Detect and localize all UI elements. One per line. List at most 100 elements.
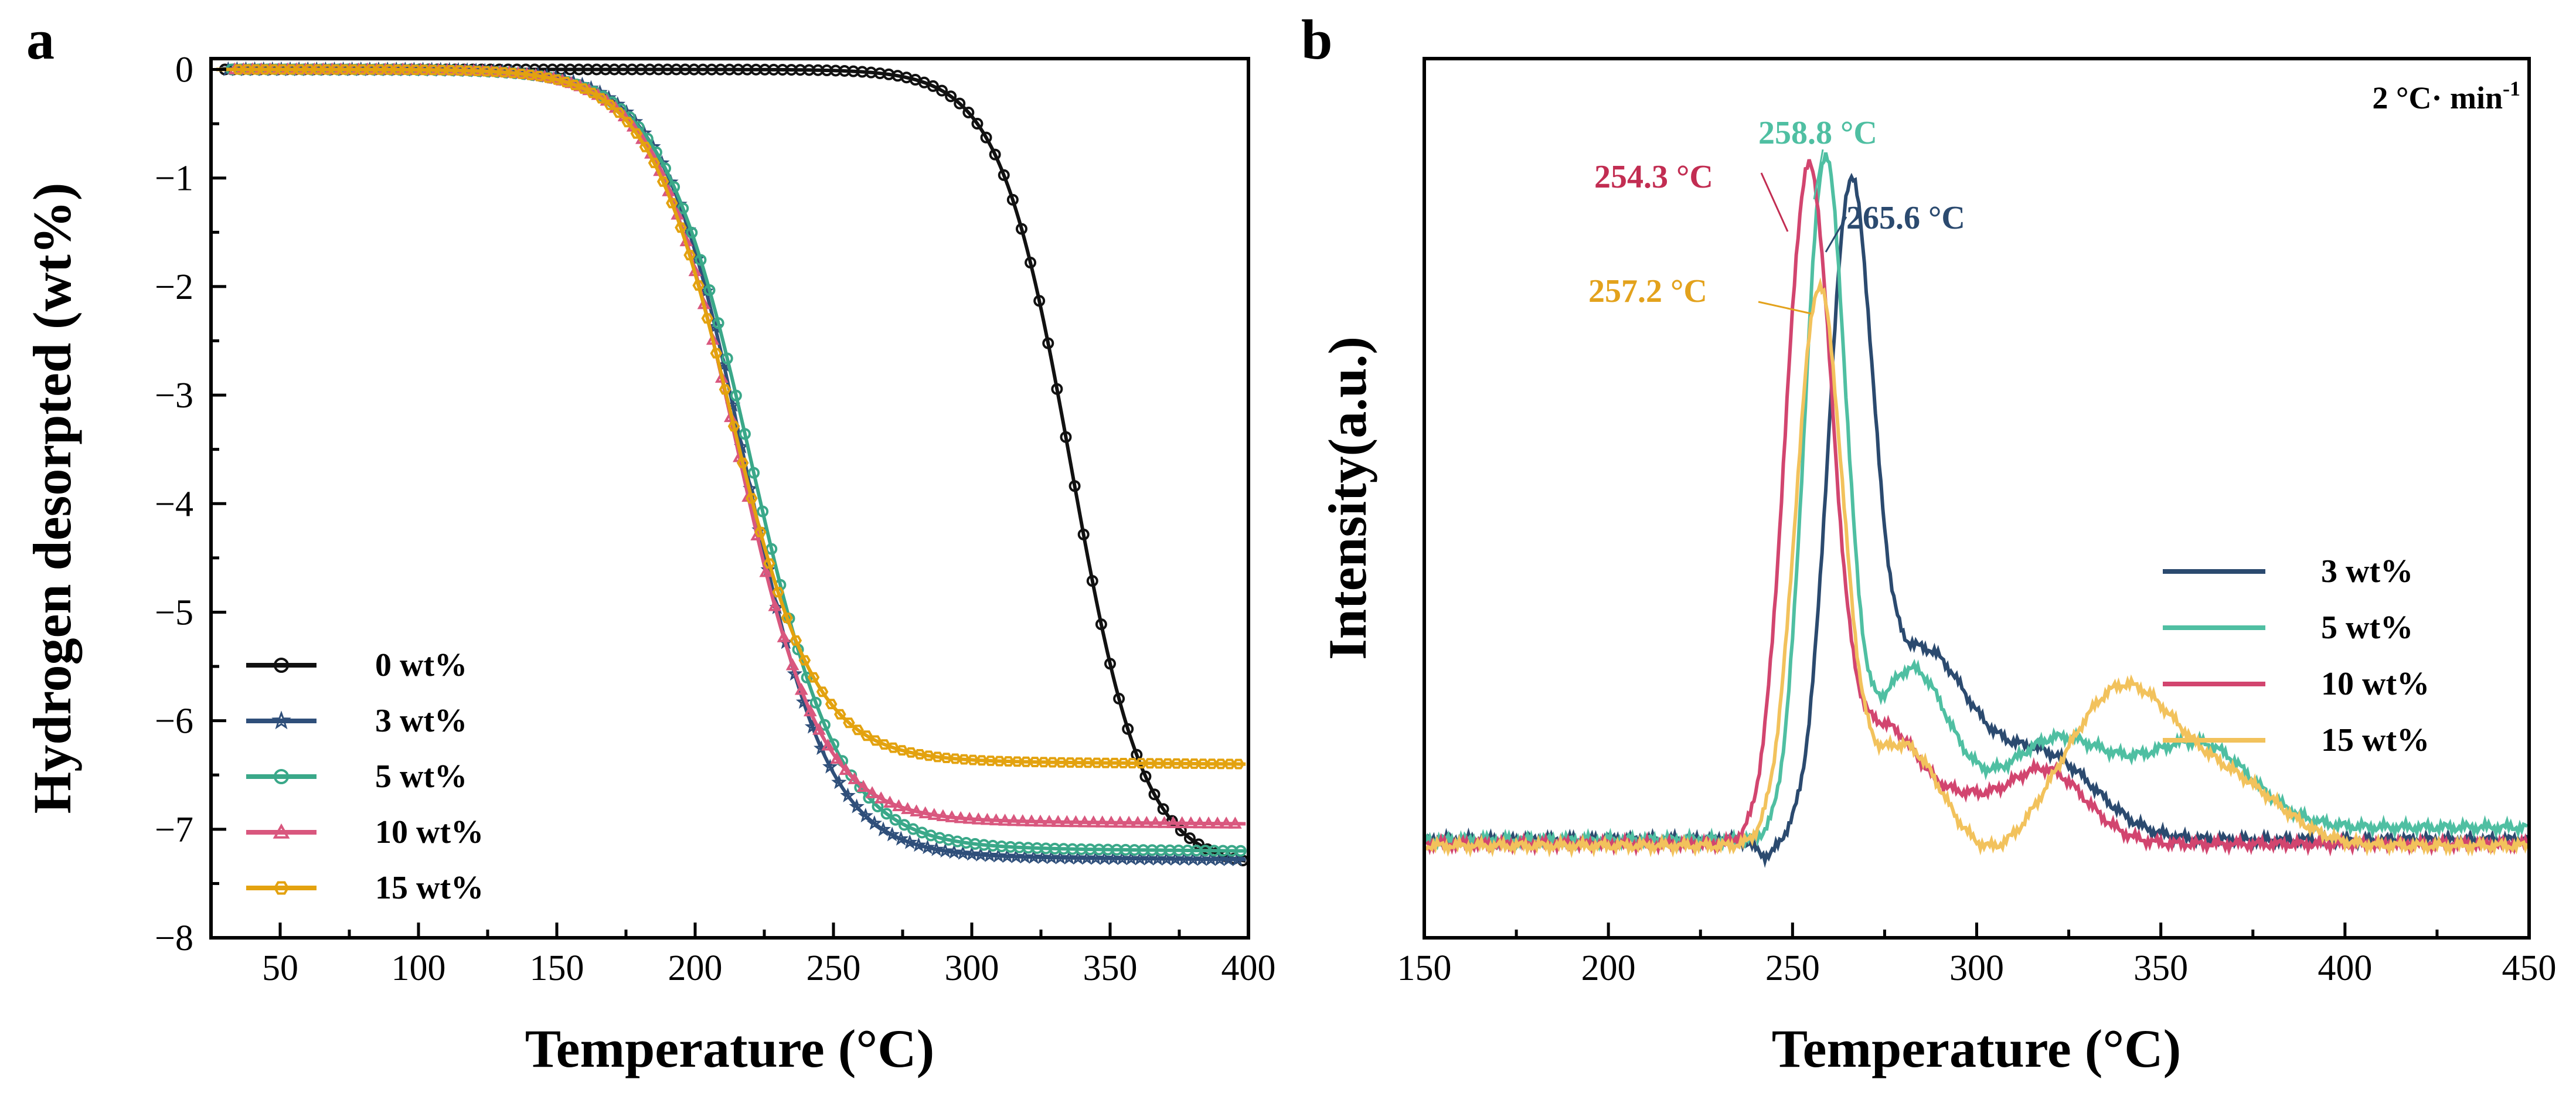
panel-a-series-15-wt-marker <box>940 753 952 763</box>
panel-a-series-15-wt-marker <box>462 65 475 76</box>
panel-a-y-tick-label: −2 <box>155 267 193 307</box>
panel-a-series-10-wt-marker <box>891 799 906 811</box>
panel-a-series-10-wt-marker <box>1131 815 1145 828</box>
panel-a-series-10-wt-marker <box>1033 814 1047 827</box>
legend-b-3-wt-label: 3 wt% <box>2321 553 2413 590</box>
legend-a-3-wt-marker <box>271 710 291 730</box>
panel-a-y-tick-label: −1 <box>155 159 193 199</box>
panel-a-series-5-wt-line <box>216 67 1246 853</box>
panel-a-series-15-wt-marker <box>692 280 705 291</box>
panel-a-series-0-wt-marker <box>1139 770 1152 782</box>
panel-a-series-5-wt-marker <box>801 672 813 684</box>
panel-b-peak-3-wt-label: 265.6 °C <box>1846 200 1965 236</box>
panel-b-peak-15-wt-label: 257.2 °C <box>1588 273 1707 309</box>
panel-a-series-0-wt-marker <box>1051 383 1063 395</box>
panel-a-series-15-wt-marker <box>833 709 846 720</box>
panel-a-series-10-wt-marker <box>962 812 976 824</box>
panel-b-x-axis: 150 200 250 300 350 400 450 <box>1397 923 2557 988</box>
panel-a-series-15-wt-marker <box>1117 758 1130 768</box>
panel-a-series-0-wt-marker <box>1113 693 1125 705</box>
panel-b-letter: b <box>1301 8 1332 71</box>
panel-a-series-10-wt-marker <box>1219 816 1233 829</box>
legend-a-3-wt-label: 3 wt% <box>375 703 467 739</box>
legend-a-10-wt-label: 10 wt% <box>375 814 484 850</box>
panel-a-series-15-wt-marker <box>1029 757 1041 767</box>
panel-a-series-15-wt-marker <box>1108 757 1121 768</box>
panel-a-series-10-wt-marker <box>1078 815 1091 828</box>
panel-a-series-15-wt-marker <box>1197 758 1209 769</box>
panel-a-series-0-wt-marker <box>936 84 948 97</box>
panel-a-series-15-wt-marker <box>798 655 811 666</box>
panel-a-series-15-wt-marker <box>267 64 280 75</box>
panel-b-frame <box>1423 57 2531 940</box>
panel-a-series-15-wt-marker <box>1214 758 1227 770</box>
panel-a-series-10-wt-marker <box>1210 816 1224 829</box>
panel-a-series-0-wt-marker <box>1042 337 1054 349</box>
panel-a-series-10-wt-marker <box>768 599 782 611</box>
panel-a-series-10-wt-marker <box>874 791 888 804</box>
panel-a-series-15-wt-marker <box>975 755 988 766</box>
panel-a-y-tick-label: −7 <box>155 810 193 850</box>
panel-a-series-10-wt-marker <box>1122 815 1136 828</box>
panel-a-series-10-wt-marker <box>927 808 941 820</box>
panel-a-series-10-wt-marker <box>998 814 1012 826</box>
panel-a-series-10-wt-marker <box>830 751 844 764</box>
panel-a-series-5-wt-marker <box>1234 845 1247 857</box>
panel-a-series-15-wt-marker <box>931 751 944 763</box>
panel-a-series-10-wt-marker <box>1104 815 1118 828</box>
panel-b-x-tick-label: 200 <box>1581 948 1636 988</box>
panel-a-series-15-wt-marker <box>488 66 501 77</box>
panel-b-series-5-wt <box>1424 152 2529 853</box>
panel-a-series-10-wt-marker <box>848 772 862 784</box>
panel-a-series-10-wt-marker <box>1139 816 1153 828</box>
panel-a-series-0-wt-marker <box>1077 528 1090 540</box>
panel-a-series-3-wt-marker <box>901 834 918 849</box>
legend-a-15-wt-label: 15 wt% <box>375 870 484 906</box>
panel-a-series-0-wt-marker <box>1122 723 1134 735</box>
panel-a-series-15-wt-marker <box>904 747 917 758</box>
panel-a-series-15-wt-marker <box>1090 757 1103 768</box>
panel-b-peak-10-wt-pointer <box>1760 172 1789 232</box>
panel-a-x-tick-label: 250 <box>807 948 861 988</box>
panel-a-series-5-wt-marker <box>889 814 901 826</box>
panel-a-series-3-wt-marker <box>795 694 812 709</box>
panel-a-series-10-wt-marker <box>1051 815 1065 827</box>
panel-a-letter: a <box>26 8 55 71</box>
panel-a-series-3-wt-marker <box>857 807 873 823</box>
panel-a-series-15-wt-marker <box>285 64 298 75</box>
panel-a-series-15-wt-marker <box>498 67 510 78</box>
panel-a-series-3-wt-marker <box>920 839 935 855</box>
panel-a-series-15-wt-marker <box>639 141 652 152</box>
panel-a-series-15-wt-marker <box>754 526 767 537</box>
panel-a-series-15-wt-marker <box>896 745 908 756</box>
panel-a-series-15-wt-marker <box>1170 758 1183 769</box>
panel-a-y-axis: 0 −1 −2 −3 −4 −5 −6 −7 −8 <box>155 50 226 958</box>
panel-a-series-15-wt-marker <box>958 754 971 765</box>
panel-a-series-15-wt-marker <box>683 250 696 261</box>
legend-a-10-wt-marker <box>273 823 290 839</box>
panel-a-series-15-wt-marker <box>1179 758 1192 769</box>
panel-a-series-10-wt-marker <box>1193 816 1207 829</box>
panel-a-series-3-wt-marker <box>911 837 927 852</box>
panel-a-y-tick-label: −6 <box>155 702 193 741</box>
panel-b-x-tick-label: 400 <box>2318 948 2372 988</box>
panel-a-series-10-wt-marker <box>1042 815 1056 827</box>
legend-b-5-wt-label: 5 wt% <box>2321 610 2413 646</box>
legend-a-5-wt-marker <box>274 769 289 784</box>
panel-a-series-5-wt-marker <box>695 254 707 266</box>
panel-a-series-10-wt-marker <box>812 723 826 735</box>
panel-a-series-15-wt-marker <box>524 69 537 80</box>
panel-a-x-tick-label: 100 <box>392 948 446 988</box>
panel-a-series-3-wt-marker <box>937 842 953 858</box>
panel-a-series-0-wt-marker <box>945 90 957 103</box>
panel-a-series-3-wt-marker <box>884 826 900 842</box>
panel-a-series-15-wt-marker <box>869 735 882 746</box>
panel-a-series-15-wt-marker <box>781 612 794 624</box>
panel-a-series-10-wt-marker <box>856 780 870 792</box>
panel-a-series-5-wt-marker <box>686 226 698 239</box>
panel-a-series-10-wt-marker <box>954 811 968 823</box>
panel-a-series-15-wt-marker <box>329 64 342 75</box>
panel-a-series-15-wt-marker <box>1055 757 1068 768</box>
panel-a-series-10-wt <box>216 62 1246 829</box>
panel-a-series-15-wt-marker <box>878 739 891 750</box>
